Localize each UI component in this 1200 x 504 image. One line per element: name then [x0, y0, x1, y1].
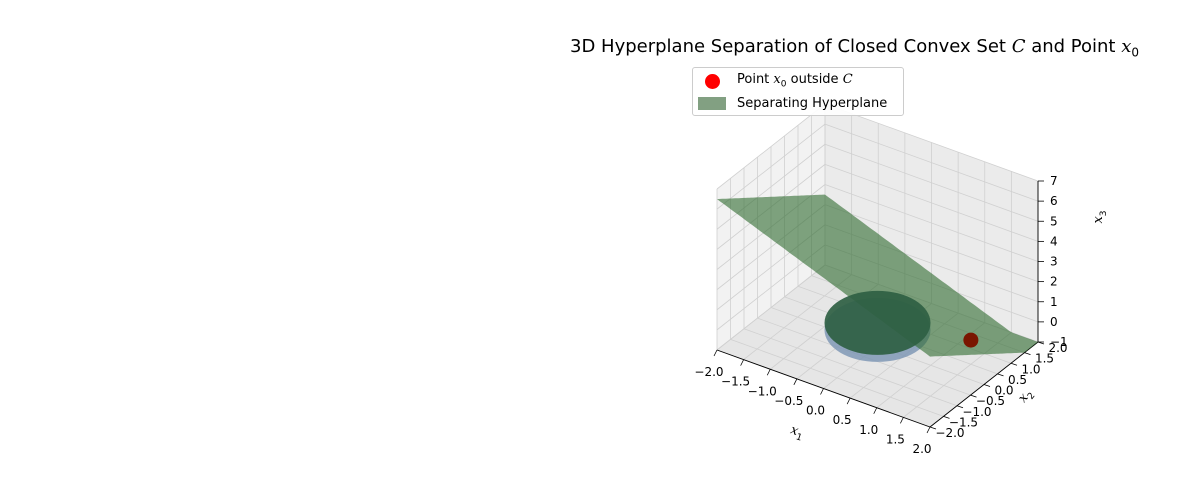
legend-marker-point	[705, 73, 720, 89]
x-tick-label: 1.0	[859, 423, 878, 437]
x-tick-mark	[900, 417, 904, 424]
grid-line	[824, 123, 1039, 202]
y-tick-mark	[943, 415, 950, 419]
title-point-symbol: x	[1121, 36, 1132, 57]
z-tick-label: 5	[1050, 214, 1058, 228]
x-tick-label: −1.5	[721, 375, 750, 389]
grid-line	[743, 328, 958, 407]
y-tick-mark	[956, 405, 964, 409]
y-tick-label: 0.0	[994, 384, 1013, 398]
grid-line	[824, 103, 1039, 182]
x-tick-mark	[766, 369, 771, 376]
y-tick-mark	[970, 394, 977, 398]
y-tick-label: −1.5	[949, 415, 978, 429]
separating-hyperplane	[717, 194, 1038, 357]
grid-line	[730, 338, 944, 417]
y-axis-label: x2	[1015, 386, 1037, 407]
x-tick-mark	[793, 378, 798, 386]
legend-label-point: Point x0 outside C	[737, 72, 853, 90]
point-x0-marker	[963, 332, 979, 348]
x-tick-label: 2.0	[912, 442, 931, 456]
y-tick-label: 0.5	[1008, 373, 1027, 387]
grid-line	[716, 264, 826, 351]
z-tick-label: 2	[1050, 275, 1058, 289]
z-tick-label: 7	[1050, 174, 1058, 188]
chart-title: 3D Hyperplane Separation of Closed Conve…	[570, 36, 1139, 60]
x-axis-label: x1	[788, 423, 806, 444]
grid-line	[716, 123, 826, 210]
x-tick-mark	[820, 388, 824, 395]
legend-label-plane: Separating Hyperplane	[737, 95, 888, 111]
x-tick-mark	[926, 426, 931, 434]
z-tick-label: −1	[1050, 335, 1068, 349]
x-tick-label: 0.0	[806, 404, 825, 418]
x-tick-mark	[740, 359, 744, 366]
y-tick-label: 1.5	[1035, 352, 1054, 366]
y-tick-label: −1.0	[962, 405, 991, 419]
y-tick-mark	[929, 426, 937, 430]
title-point-subscript: 0	[1131, 45, 1139, 60]
z-tick-label: 4	[1050, 234, 1058, 248]
y-tick-mark	[1010, 362, 1018, 366]
legend-marker-plane	[698, 96, 726, 110]
y-tick-label: −2.0	[935, 426, 964, 440]
z-tick-label: 3	[1050, 255, 1058, 269]
x-tick-label: −1.0	[748, 384, 777, 398]
grid-line	[824, 184, 1039, 262]
legend: Point x0 outside C Separating Hyperplane	[692, 67, 904, 116]
y-tick-mark	[997, 373, 1004, 377]
tick-labels: −2.0−1.5−1.0−0.50.00.51.01.52.0−2.0−1.5−…	[694, 174, 1067, 456]
x-tick-label: 1.5	[886, 432, 905, 446]
x-tick-mark	[873, 407, 878, 414]
grid-line	[824, 204, 1039, 283]
y-tick-label: 1.0	[1021, 362, 1040, 376]
title-set-symbol: C	[1011, 36, 1026, 57]
x-tick-mark	[713, 349, 718, 357]
y-tick-mark	[1024, 352, 1031, 356]
x-tick-label: −0.5	[774, 394, 803, 408]
x-tick-mark	[846, 397, 851, 405]
y-tick-label: 2.0	[1048, 341, 1067, 355]
x-tick-label: 0.5	[833, 413, 852, 427]
hyperplane-surface	[717, 194, 1038, 357]
grid-line	[824, 143, 1039, 222]
y-tick-mark	[983, 384, 991, 387]
grid-line	[716, 143, 826, 230]
grid-line	[824, 163, 1039, 242]
z-axis-label: x3	[1091, 210, 1109, 223]
z-tick-label: 6	[1050, 194, 1058, 208]
x-tick-label: −2.0	[694, 365, 723, 379]
z-tick-label: 1	[1050, 295, 1058, 309]
hyperplane-sphere-overlap	[824, 290, 931, 355]
z-tick-label: 0	[1050, 315, 1058, 329]
grid-line	[716, 103, 826, 190]
y-tick-label: −0.5	[976, 394, 1005, 408]
point-x0	[963, 332, 979, 348]
